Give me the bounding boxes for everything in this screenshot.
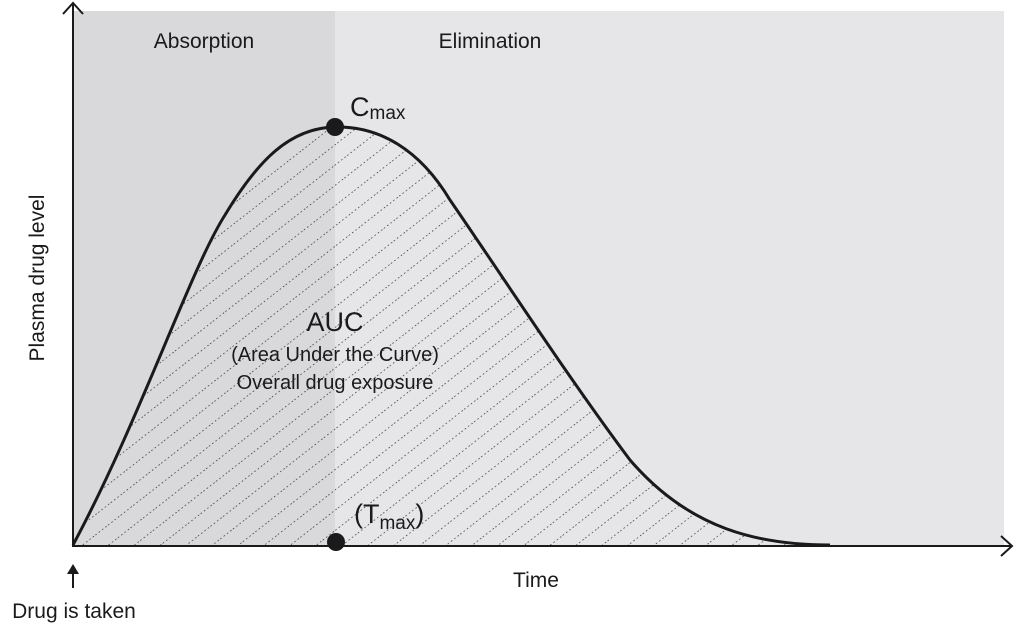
cmax-point xyxy=(326,118,344,136)
x-axis-arrowhead xyxy=(1000,535,1014,557)
absorption-label: Absorption xyxy=(154,30,254,53)
x-axis xyxy=(72,535,1014,557)
y-axis-arrowhead xyxy=(62,1,84,15)
auc-description: (Area Under the Curve) xyxy=(231,344,439,366)
elimination-label: Elimination xyxy=(439,30,542,53)
y-axis xyxy=(62,1,84,546)
cmax-label: Cmax xyxy=(350,92,406,124)
auc-title: AUC xyxy=(306,307,363,337)
y-axis-label: Plasma drug level xyxy=(26,195,49,362)
concentration-curve xyxy=(71,125,831,547)
drug-taken-label: Drug is taken xyxy=(12,600,136,623)
tmax-point xyxy=(327,533,345,551)
x-axis-label: Time xyxy=(513,569,559,592)
tmax-label: (Tmax) xyxy=(354,499,424,534)
auc-exposure: Overall drug exposure xyxy=(237,372,434,394)
drug-taken-arrow xyxy=(67,564,79,588)
